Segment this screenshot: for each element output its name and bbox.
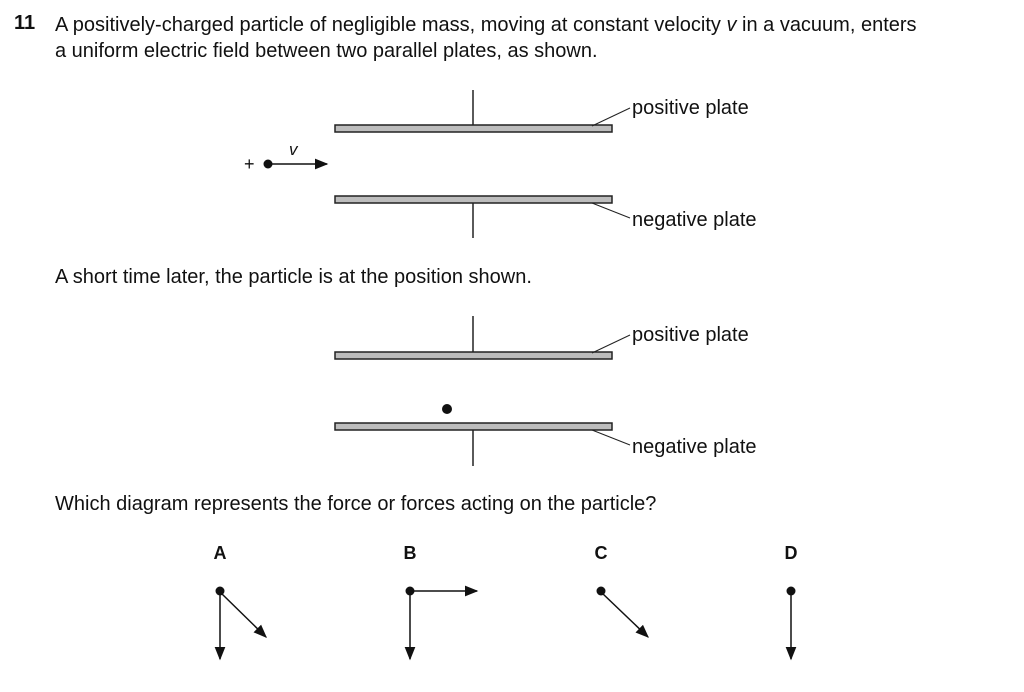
positive-plate-2 <box>335 352 612 359</box>
positive-plate-leader-2 <box>592 335 630 353</box>
negative-plate-leader <box>592 203 630 218</box>
negative-plate-leader-2 <box>592 430 630 445</box>
particle-dot-later <box>442 404 452 414</box>
option-b-label: B <box>395 543 425 564</box>
velocity-label: v <box>289 140 299 159</box>
negative-plate <box>335 196 612 203</box>
option-c-label: C <box>586 543 616 564</box>
option-c-diagram <box>597 587 649 638</box>
option-b-diagram <box>406 587 478 660</box>
positive-plate <box>335 125 612 132</box>
negative-plate-label: negative plate <box>632 209 757 231</box>
option-a-arrow-diagonal <box>221 593 266 637</box>
positive-plate-label-2: positive plate <box>632 324 749 346</box>
negative-plate-2 <box>335 423 612 430</box>
option-a-label: A <box>205 543 235 564</box>
charge-sign: + <box>244 154 255 174</box>
option-c-arrow-diagonal <box>602 593 648 637</box>
positive-plate-label: positive plate <box>632 97 749 119</box>
later-text: A short time later, the particle is at t… <box>55 264 532 290</box>
option-d-label: D <box>776 543 806 564</box>
option-d-diagram <box>787 587 796 660</box>
negative-plate-label-2: negative plate <box>632 436 757 458</box>
question-prompt: Which diagram represents the force or fo… <box>55 491 656 517</box>
positive-plate-leader <box>592 108 630 126</box>
option-a-diagram <box>216 587 267 660</box>
